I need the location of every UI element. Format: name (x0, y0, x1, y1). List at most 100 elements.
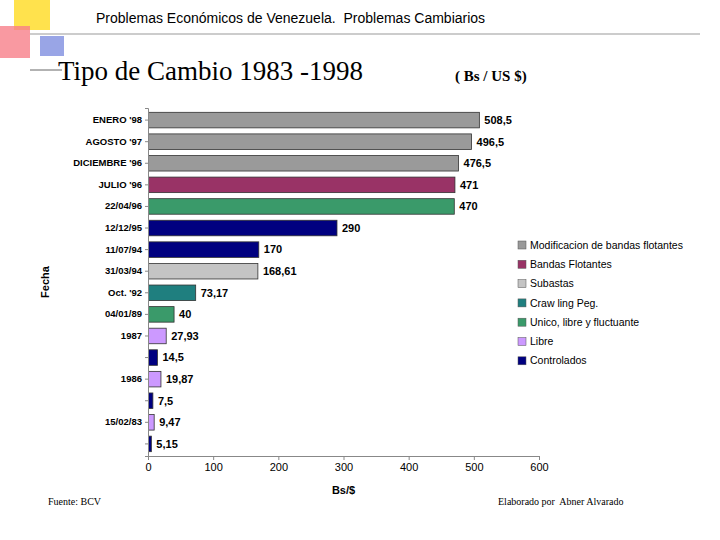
data-label: 73,17 (201, 287, 229, 299)
bars (148, 112, 479, 451)
y-tick: 1987 (121, 330, 148, 341)
data-label: 170 (264, 243, 282, 255)
y-tick-mark (145, 335, 148, 336)
y-tick-mark (145, 379, 148, 380)
y-tick-mark (145, 184, 148, 185)
legend-item: Craw ling Peg. (518, 297, 598, 309)
y-tick (145, 400, 148, 401)
y-tick-mark (145, 163, 148, 164)
y-tick: AGOSTO '97 (86, 136, 148, 147)
y-tick-label: 31/03/94 (105, 265, 143, 276)
legend-item: Modificacion de bandas flotantes (518, 239, 683, 251)
y-tick: 12/12/95 (105, 222, 148, 233)
data-label: 7,5 (158, 395, 173, 407)
data-label: 27,93 (171, 330, 199, 342)
x-tick-mark (213, 456, 214, 460)
bar (148, 285, 196, 301)
x-tick: 500 (465, 456, 483, 473)
x-tick-label: 600 (530, 461, 548, 473)
x-axis: 0 100 200 300 400 500 600 (145, 456, 548, 473)
deco-square (40, 36, 64, 56)
bar (148, 155, 459, 171)
x-tick-mark (344, 456, 345, 460)
data-label: 471 (460, 179, 478, 191)
legend-label: Unico, libre y fluctuante (530, 316, 639, 328)
deco-square (0, 26, 30, 58)
x-tick: 400 (400, 456, 418, 473)
legend-swatch (518, 338, 526, 346)
y-tick: 11/07/94 (106, 244, 148, 255)
bar (148, 328, 166, 344)
legend-swatch (518, 318, 526, 326)
y-tick-mark (145, 400, 148, 401)
deco-line (30, 34, 700, 35)
x-tick-label: 0 (145, 461, 151, 473)
legend-item: Unico, libre y fluctuante (518, 316, 639, 328)
bar (148, 242, 259, 258)
y-tick: DICIEMBRE '96 (73, 157, 148, 168)
bar (148, 199, 454, 215)
y-tick: 31/03/94 (105, 265, 148, 276)
y-tick-mark (145, 422, 148, 423)
legend-label: Controlados (530, 354, 587, 366)
x-tick-label: 100 (204, 461, 222, 473)
legend-label: Subastas (530, 277, 574, 289)
x-tick: 100 (204, 456, 222, 473)
data-label: 14,5 (162, 351, 183, 363)
bar (148, 263, 258, 279)
y-tick-label: DICIEMBRE '96 (73, 157, 142, 168)
bar (148, 134, 472, 150)
y-tick-mark (145, 120, 148, 121)
x-tick-mark (539, 456, 540, 460)
x-axis-title: Bs/$ (332, 484, 355, 496)
x-tick: 300 (335, 456, 353, 473)
legend-item: Bandas Flotantes (518, 258, 612, 270)
y-axis-line (145, 109, 149, 457)
data-label: 496,5 (477, 136, 505, 148)
x-tick: 600 (530, 456, 548, 473)
legend-swatch (518, 299, 526, 307)
legend-label: Craw ling Peg. (530, 297, 598, 309)
legend-item: Controlados (518, 354, 587, 366)
legend-label: Libre (530, 335, 554, 347)
legend-swatch (518, 280, 526, 288)
y-tick-mark (145, 443, 148, 444)
legend-item: Libre (518, 335, 554, 347)
source: Fuente: BCV (48, 496, 102, 507)
y-tick-label: 04/01/89 (105, 308, 142, 319)
title: Tipo de Cambio 1983 -1998 (58, 56, 363, 86)
y-tick-mark (145, 249, 148, 250)
y-tick-label: 11/07/94 (106, 244, 143, 255)
y-tick-label: AGOSTO '97 (86, 136, 142, 147)
legend-swatch (518, 357, 526, 365)
data-label: 476,5 (464, 157, 492, 169)
data-label: 19,87 (166, 373, 194, 385)
legend-swatch (518, 260, 526, 268)
x-tick-mark (278, 456, 279, 460)
x-tick-mark (474, 456, 475, 460)
y-tick-mark (145, 292, 148, 293)
y-axis-title: Fecha (39, 265, 51, 298)
x-tick: 0 (145, 456, 151, 473)
y-tick-label: JULIO '96 (99, 179, 142, 190)
y-tick-label: ENERO '98 (93, 114, 142, 125)
legend-label: Modificacion de bandas flotantes (530, 239, 683, 251)
x-tick-label: 400 (400, 461, 418, 473)
y-tick-label: 15/02/83 (105, 416, 142, 427)
legend: Modificacion de bandas flotantes Bandas F… (518, 239, 683, 367)
legend-swatch (518, 241, 526, 249)
header: Problemas Económicos de Venezuela. Probl… (96, 10, 485, 26)
page: {"header": {"text": "Problemas Económico… (0, 0, 720, 540)
x-axis-line (149, 457, 540, 461)
y-tick: ENERO '98 (93, 114, 148, 125)
x-tick-label: 200 (270, 461, 288, 473)
x-tick: 200 (270, 456, 288, 473)
y-tick: 22/04/96 (105, 200, 148, 211)
y-tick-label: 12/12/95 (105, 222, 143, 233)
data-label: 290 (342, 222, 360, 234)
x-tick-mark (409, 456, 410, 460)
author: Elaborado por Abner Alvarado (498, 496, 624, 507)
legend-item: Subastas (518, 277, 574, 289)
data-label: 40 (179, 308, 191, 320)
y-tick (145, 443, 148, 444)
